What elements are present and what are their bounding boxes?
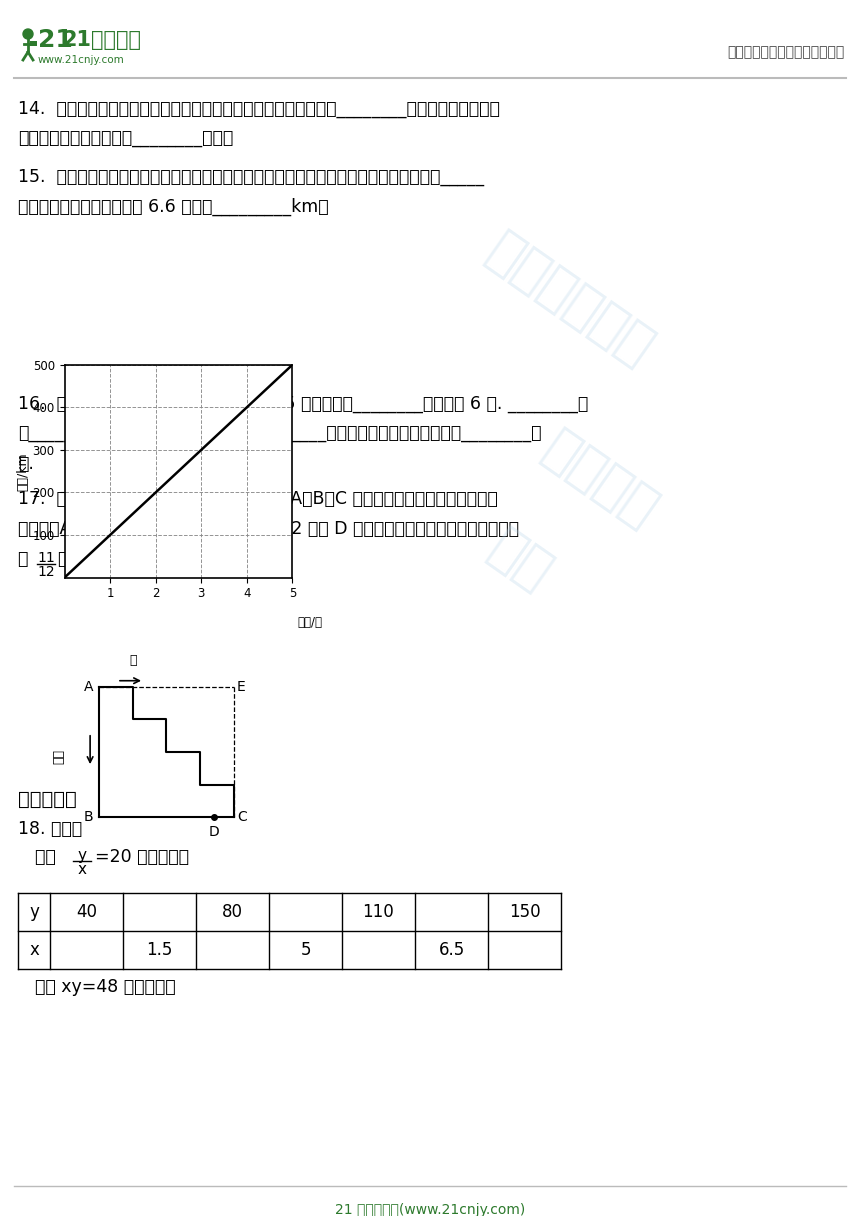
Text: 资源: 资源: [479, 520, 561, 599]
Text: D: D: [208, 826, 219, 839]
Text: 猫: 猫: [129, 654, 137, 666]
Bar: [30, 41, 37, 46]
Text: 时间/时: 时间/时: [297, 615, 322, 629]
Text: 比例。照这样计算，该汽车 6.6 时行馶_________km。: 比例。照这样计算，该汽车 6.6 时行馶_________km。: [18, 198, 329, 216]
Text: =20 填写下表。: =20 填写下表。: [95, 848, 189, 866]
Text: 17.  如图为一阶梯的纵截面，一只老鼠沿长方形的两边 A－B－C 的路线逃跑，一只猫同时沿梯形: 17. 如图为一阶梯的纵截面，一只老鼠沿长方形的两边 A－B－C 的路线逃跑，一…: [18, 490, 498, 508]
Text: y: y: [77, 848, 87, 863]
Text: 根据: 根据: [35, 848, 61, 866]
Text: 110: 110: [363, 903, 395, 921]
Text: 例.: 例.: [18, 455, 34, 473]
Text: 11: 11: [37, 551, 55, 565]
Bar: [14, 15, 224, 75]
Text: A: A: [84, 680, 94, 694]
Text: 6.5: 6.5: [439, 941, 464, 959]
Text: 12: 12: [37, 565, 55, 579]
Text: 的: 的: [18, 550, 34, 568]
Text: （折线）A－C－B 的路线去捉，结果在距离 C 点 1.2 米的 D 处捉住了老鼠。已知老鼠的速度是猫: （折线）A－C－B 的路线去捉，结果在距离 C 点 1.2 米的 D 处捉住了老…: [18, 520, 519, 537]
Text: 同一地点，竿高和影长成________比例。: 同一地点，竿高和影长成________比例。: [18, 130, 233, 148]
Text: 教育网络资源: 教育网络资源: [477, 224, 663, 376]
Text: 中小学教育资源及组卷应用平台: 中小学教育资源及组卷应用平台: [728, 45, 845, 60]
Text: 80: 80: [222, 903, 243, 921]
Text: 40: 40: [76, 903, 97, 921]
Text: 21世纪教育: 21世纪教育: [62, 30, 141, 50]
Text: 16.  六（1）班有 60 人，每行站 12 人，能站 5 行；每行站________人，能站 6 行. ________随: 16. 六（1）班有 60 人，每行站 12 人，能站 5 行；每行站_____…: [18, 395, 588, 413]
Text: x: x: [29, 941, 39, 959]
Text: 18. 填表。: 18. 填表。: [18, 820, 82, 838]
Text: B: B: [84, 810, 94, 824]
Text: 15.  如图表示一辆汽车在公路上行馶的时间与路程的关系，这辆汽车行馶的时间与路程成_____: 15. 如图表示一辆汽车在公路上行馶的时间与路程的关系，这辆汽车行馶的时间与路程…: [18, 168, 484, 186]
Text: 着____________的变化而变化，且它们的_________一定，所以每行人数和行数成________比: 着____________的变化而变化，且它们的_________一定，所以每行…: [18, 426, 542, 443]
Text: C: C: [237, 810, 247, 824]
Text: 150: 150: [508, 903, 540, 921]
Text: 1.5: 1.5: [146, 941, 173, 959]
Text: ，则阶梯 A－C 的长度是________。: ，则阶梯 A－C 的长度是________。: [58, 550, 267, 568]
Text: www.21cnjy.com: www.21cnjy.com: [38, 55, 125, 64]
Circle shape: [23, 29, 33, 39]
Text: 根据 xy=48 填写下表。: 根据 xy=48 填写下表。: [35, 978, 175, 996]
Text: 14.  用数学的眼光来看成语「立竿见影」，是应用了本学期所学的________知识。即同一时间，: 14. 用数学的眼光来看成语「立竿见影」，是应用了本学期所学的________知…: [18, 100, 500, 118]
Text: 老鼠: 老鼠: [52, 749, 65, 765]
Text: 教育网络: 教育网络: [533, 422, 666, 537]
Text: 四、计算题: 四、计算题: [18, 790, 77, 809]
Text: E: E: [237, 680, 246, 694]
Text: x: x: [77, 862, 87, 877]
Text: 5: 5: [300, 941, 310, 959]
Y-axis label: 路程/km: 路程/km: [16, 452, 30, 490]
Text: 21 世纪教育网(www.21cnjy.com): 21 世纪教育网(www.21cnjy.com): [335, 1203, 525, 1216]
Text: y: y: [29, 903, 39, 921]
Text: 21: 21: [38, 28, 73, 52]
